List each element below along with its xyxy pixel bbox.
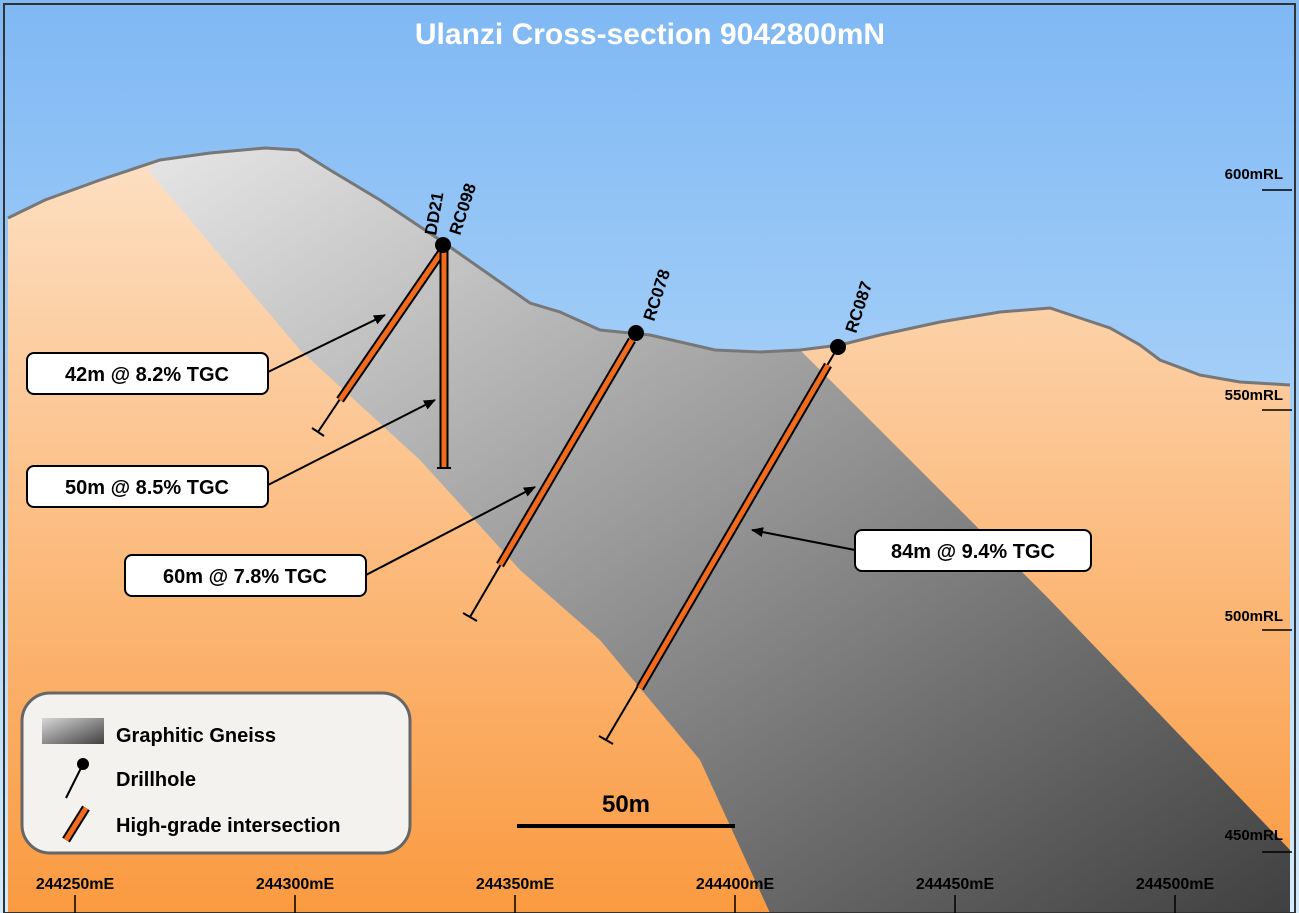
collar (435, 237, 451, 253)
legend-label: Drillhole (116, 769, 196, 791)
scale-bar-label: 50m (602, 791, 650, 818)
elevation-label: 450mRL (1225, 827, 1283, 844)
legend-label: Graphitic Gneiss (116, 725, 276, 747)
intersection-label: 50m @ 8.5% TGC (65, 477, 229, 499)
collar (628, 325, 644, 341)
intersection-label: 60m @ 7.8% TGC (163, 566, 327, 588)
legend-collar (77, 758, 89, 770)
title: Ulanzi Cross-section 9042800mN (415, 18, 885, 51)
elevation-label: 550mRL (1225, 387, 1283, 404)
intersection-label: 84m @ 9.4% TGC (891, 541, 1055, 563)
cross-section: Ulanzi Cross-section 9042800mN DD21 RC09… (0, 0, 1299, 913)
easting-label: 244500mE (1136, 876, 1215, 893)
easting-label: 244350mE (476, 876, 555, 893)
easting-label: 244250mE (36, 876, 115, 893)
easting-label: 244300mE (256, 876, 335, 893)
collar (830, 339, 846, 355)
legend-gneiss-swatch (42, 718, 104, 744)
elevation-label: 600mRL (1225, 166, 1283, 183)
easting-label: 244450mE (916, 876, 995, 893)
intersection-label: 42m @ 8.2% TGC (65, 364, 229, 386)
legend-label: High-grade intersection (116, 815, 340, 837)
elevation-label: 500mRL (1225, 608, 1283, 625)
easting-label: 244400mE (696, 876, 775, 893)
